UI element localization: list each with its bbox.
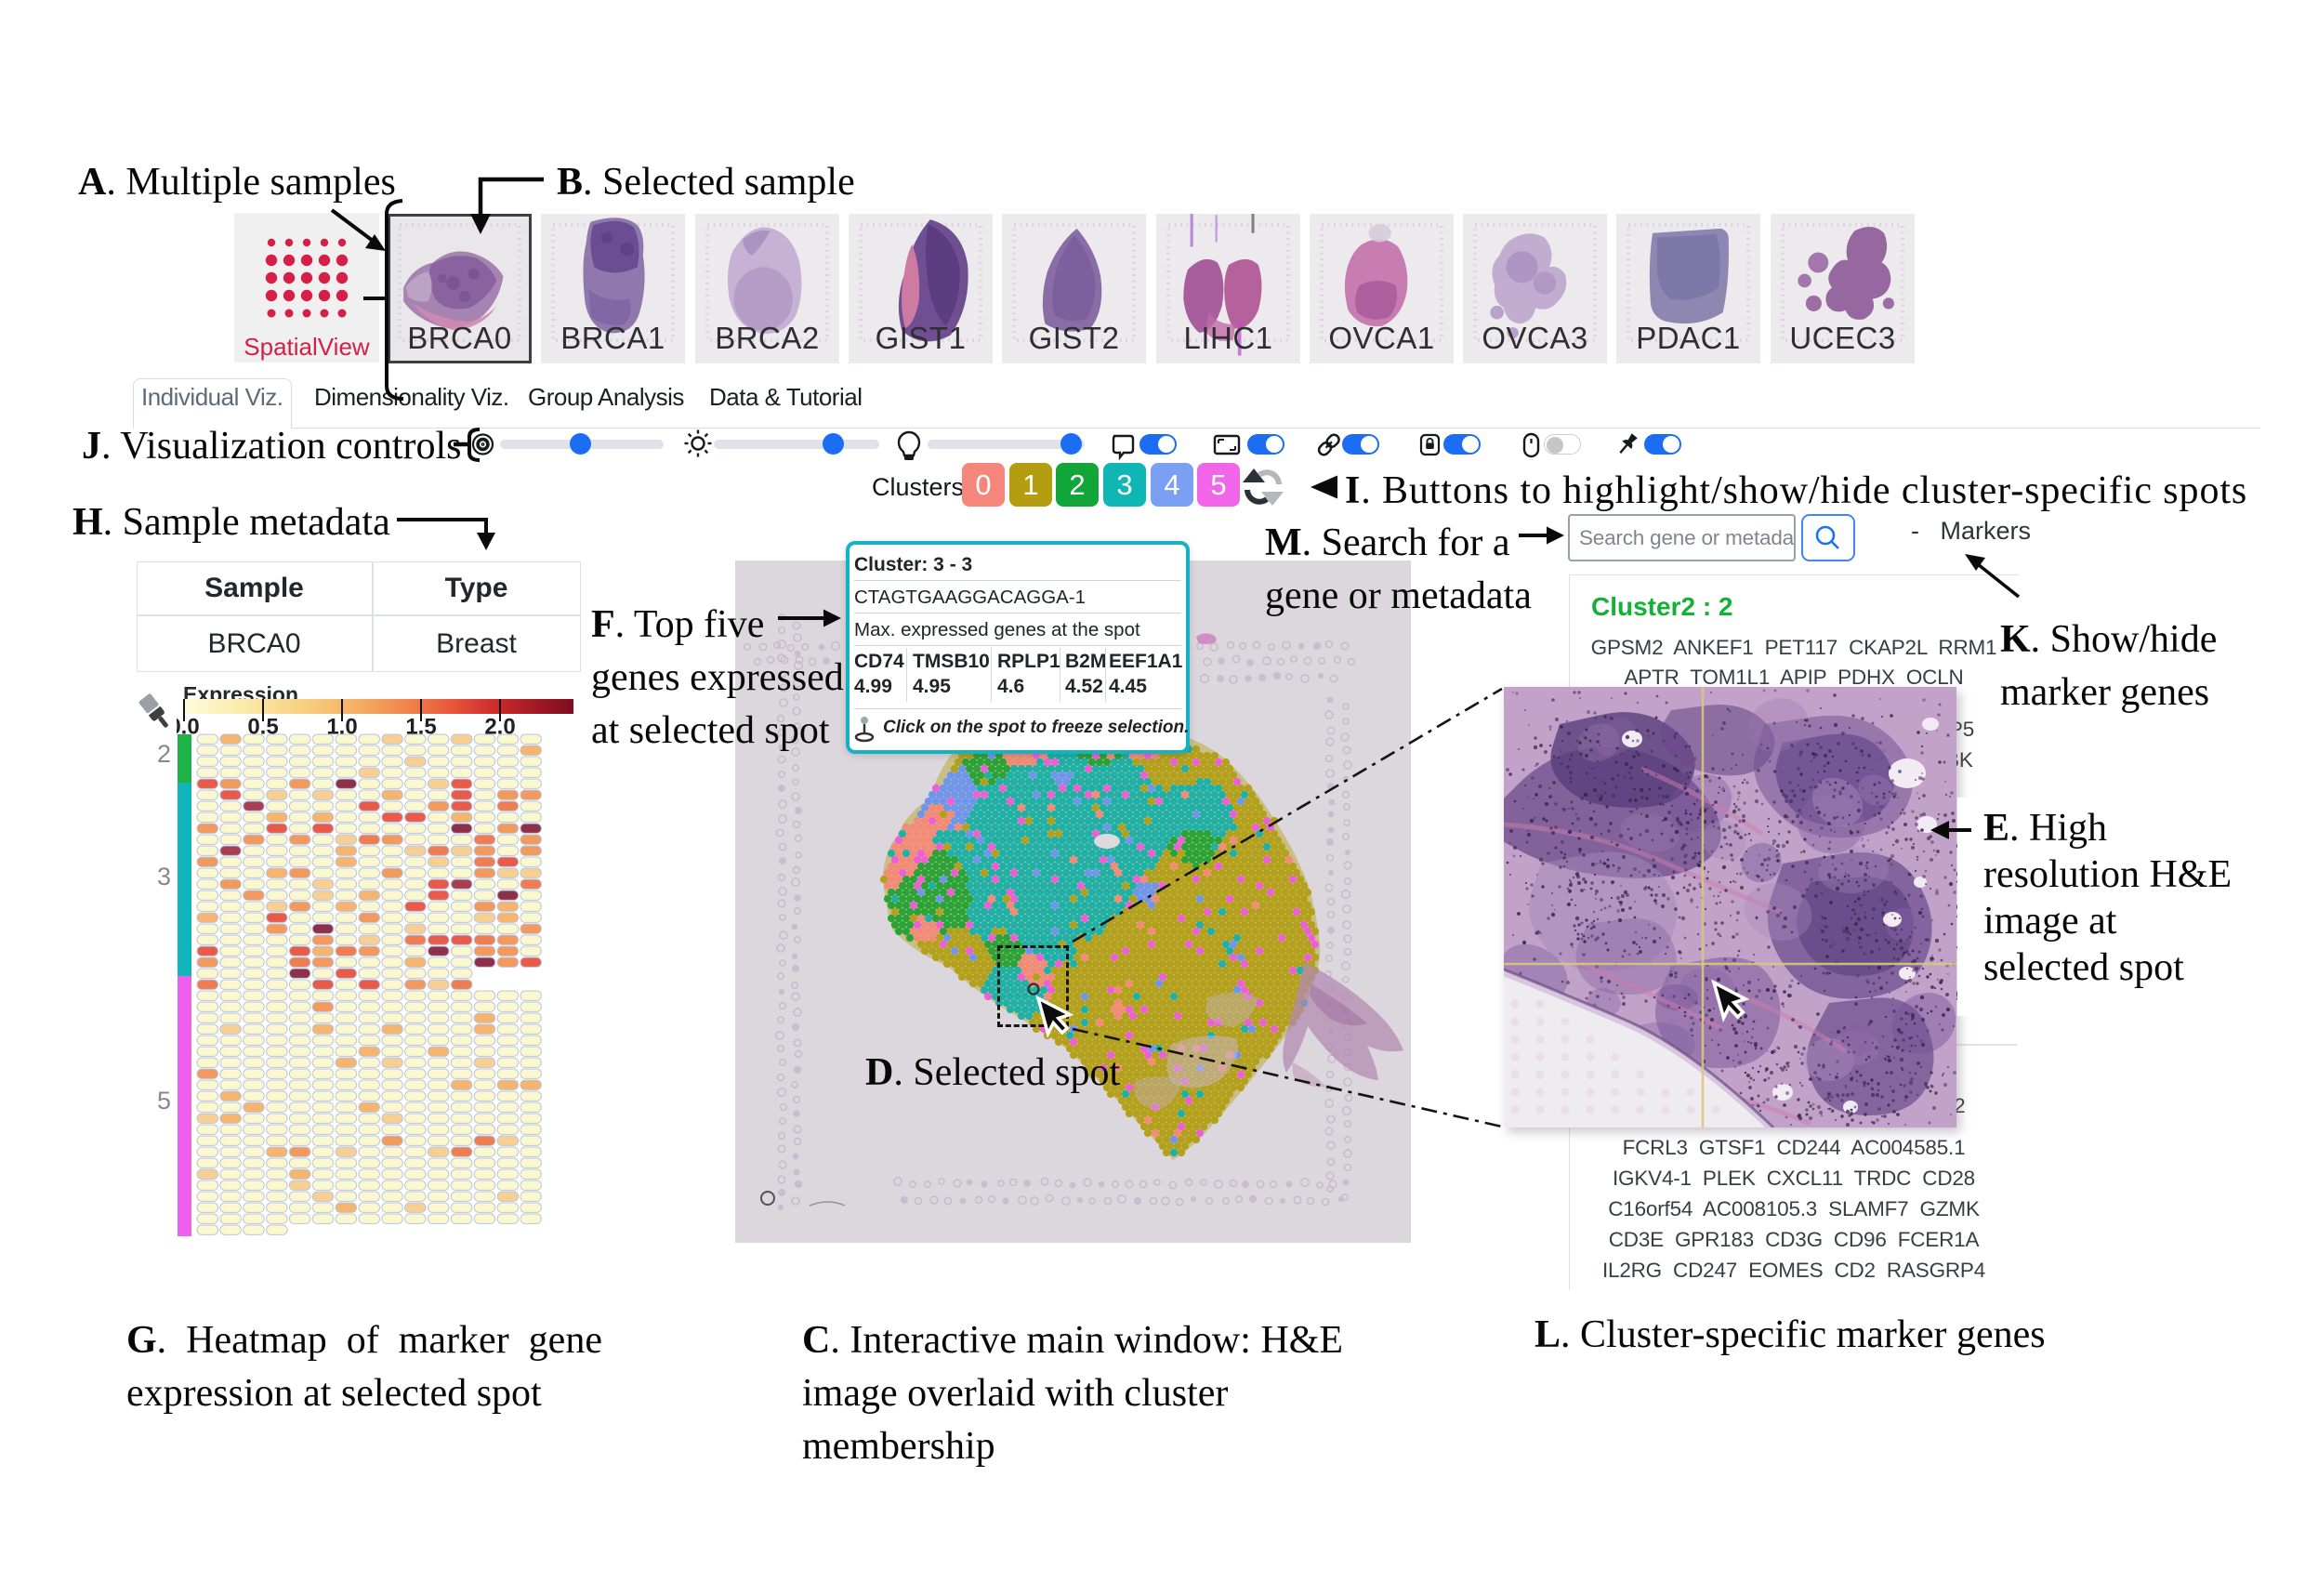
svg-text:SpatialView: SpatialView [244,333,370,361]
svg-text:2: 2 [158,740,171,768]
svg-text:3: 3 [158,863,171,890]
svg-text:5: 5 [158,1087,171,1115]
